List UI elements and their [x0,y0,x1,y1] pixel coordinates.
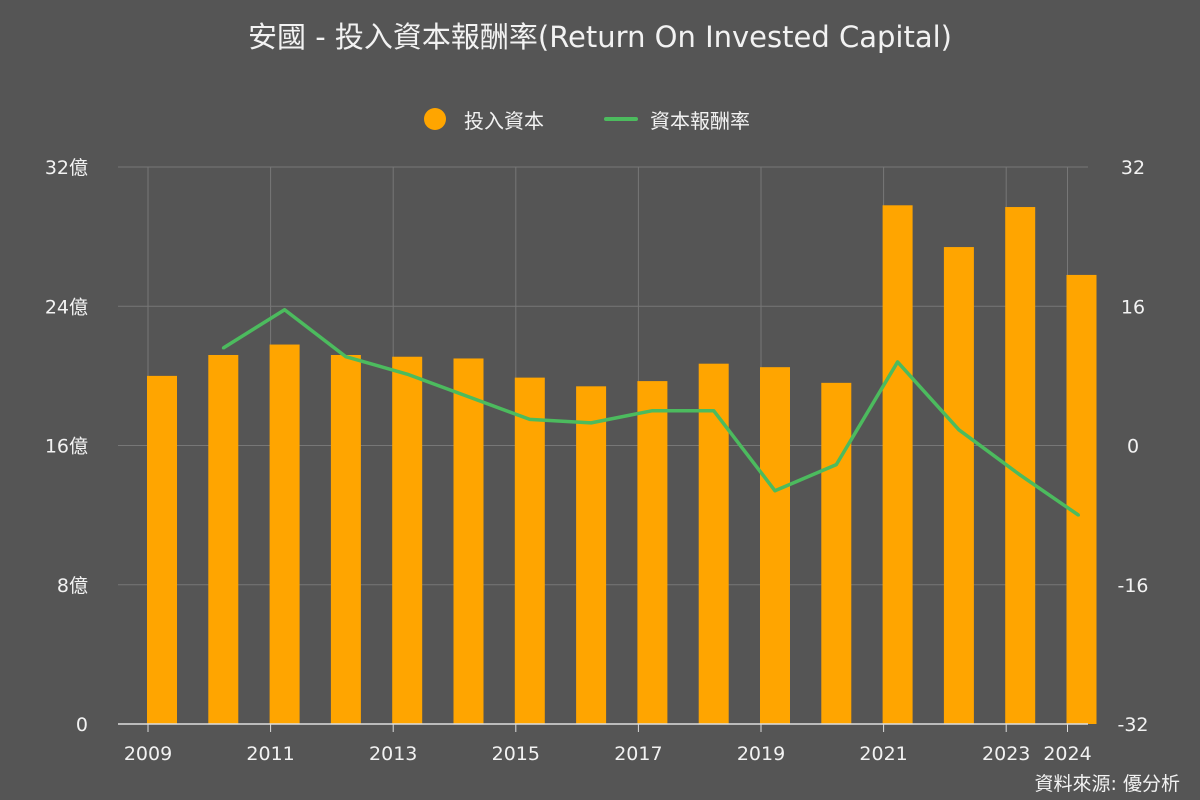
y-left-tick-label: 24億 [45,296,88,318]
point-roic [712,409,716,413]
y-left-tick-label: 8億 [57,575,88,597]
point-roic [283,308,287,312]
bar-invested-capital [943,247,974,724]
legend-line-icon [604,117,638,121]
legend-item-roic[interactable]: 資本報酬率 [604,104,750,134]
bar-invested-capital [1005,207,1036,725]
y-left-tick-label: 0 [76,714,88,736]
x-tick-label: 2009 [124,743,172,765]
bar-invested-capital [760,367,790,724]
y-right-tick-label: 32 [1121,157,1145,179]
line-layer [221,307,1080,517]
bar-invested-capital [882,205,913,724]
bar-layer [147,205,1097,725]
x-tick-label: 2013 [369,743,417,765]
point-roic [650,409,654,413]
legend-circle-icon [424,108,446,130]
x-tick-label: 2021 [859,743,907,765]
y-right-tick-label: -16 [1117,575,1148,597]
bar-invested-capital [1066,274,1097,724]
bar-invested-capital [576,386,607,724]
point-roic [773,489,777,493]
point-roic [1077,513,1080,517]
point-roic [344,355,348,359]
y-right-tick-label: -32 [1117,714,1148,736]
y-right-tick-label: 0 [1127,436,1139,458]
bar-invested-capital [392,356,423,724]
source-note: 資料來源: 優分析 [1034,773,1180,795]
x-tick-label: 2019 [737,743,785,765]
point-roic [221,346,225,350]
point-roic [896,360,900,364]
bar-invested-capital [269,344,300,724]
point-roic [834,463,838,467]
y-left-tick-label: 32億 [45,157,88,179]
bar-invested-capital [330,354,361,724]
legend: 投入資本 資本報酬率 [0,104,1200,134]
y-right-tick-label: 16 [1121,296,1145,318]
point-roic [957,428,961,432]
bar-invested-capital [147,375,177,724]
chart-title: 安國 - 投入資本報酬率(Return On Invested Capital) [248,20,952,54]
legend-label-roic: 資本報酬率 [650,108,750,133]
point-roic [589,421,593,425]
bar-invested-capital [637,381,668,724]
bar-invested-capital [453,358,484,724]
x-tick-label: 2017 [614,743,662,765]
bar-invested-capital [514,377,545,724]
y-left-tick-label: 16億 [45,436,88,458]
x-tick-label: 2011 [246,743,294,765]
x-tick-label: 2024 [1043,743,1091,765]
legend-item-invested-capital[interactable]: 投入資本 [424,104,544,134]
legend-label-invested-capital: 投入資本 [464,108,544,133]
point-roic [405,372,409,376]
x-tick-label: 2023 [982,743,1030,765]
axis-layer: 0 8億 16億 24億 32億 -32 -16 0 16 32 2009 2011 2013 2015 2… [45,157,1149,765]
point-roic [467,395,470,399]
x-tick-label: 2015 [492,743,540,765]
bar-invested-capital [208,354,239,724]
point-roic [528,417,532,421]
bar-invested-capital [821,382,852,724]
point-roic [1018,473,1022,477]
bar-invested-capital [698,363,729,724]
